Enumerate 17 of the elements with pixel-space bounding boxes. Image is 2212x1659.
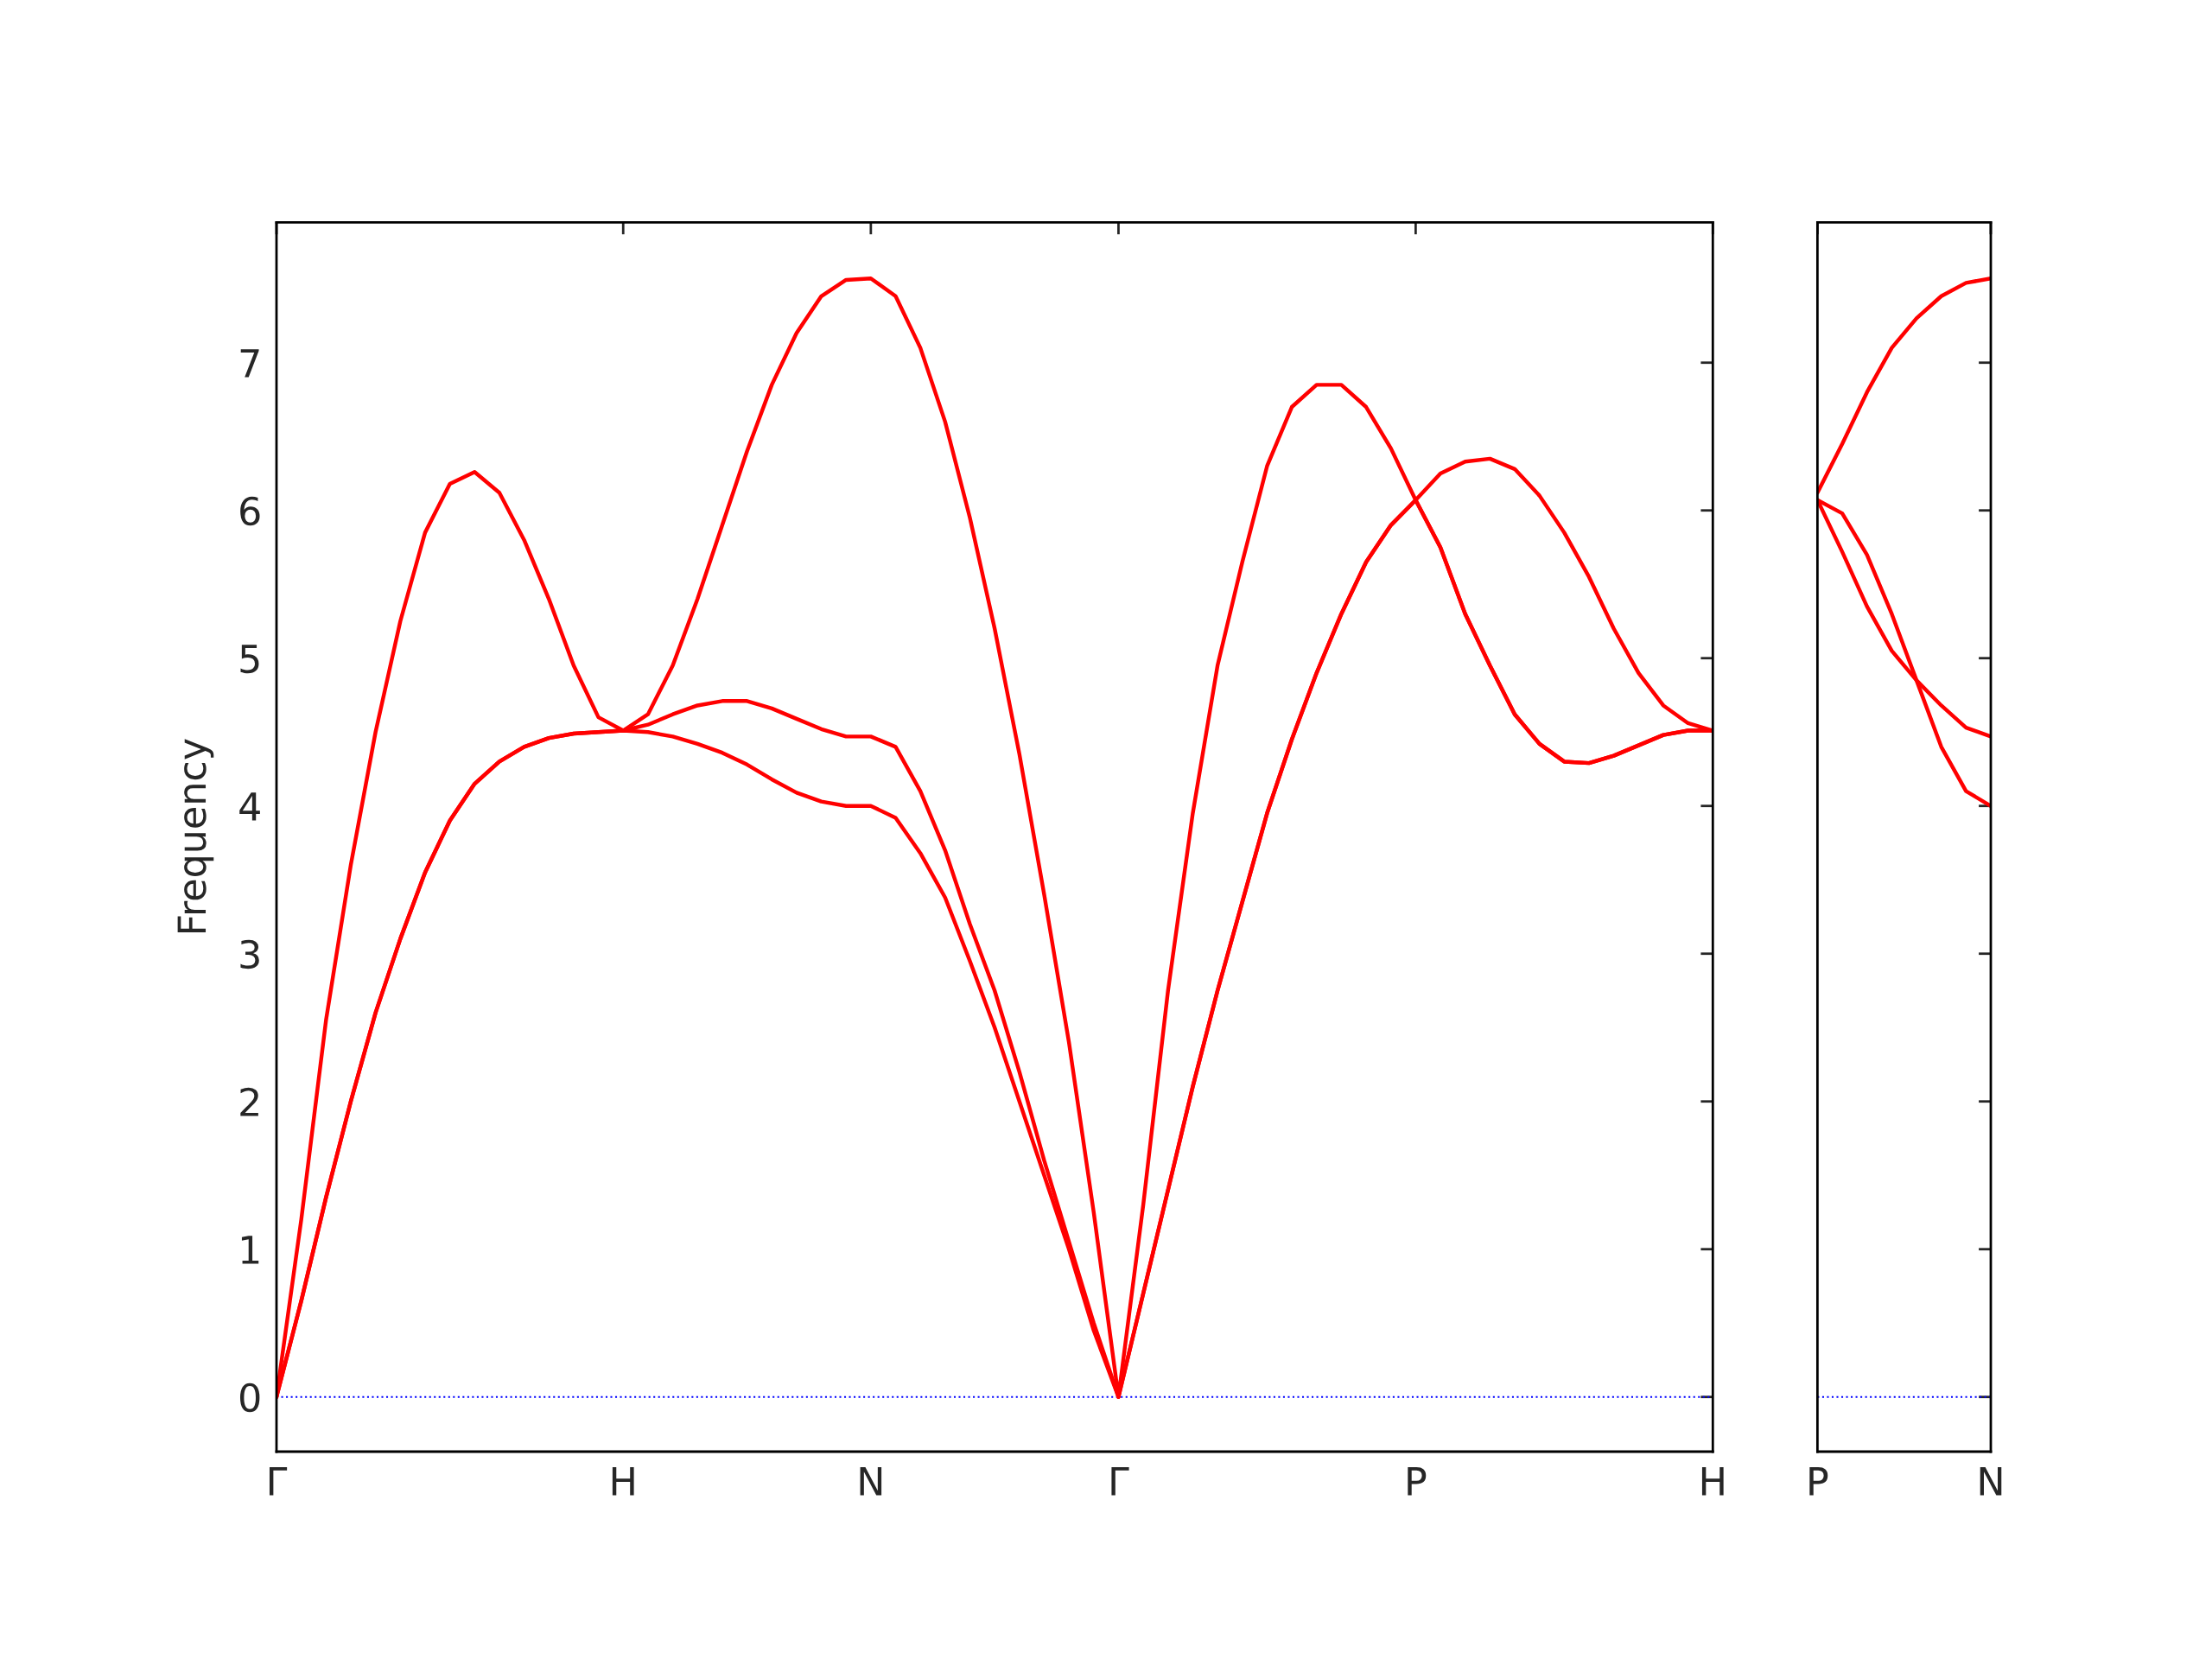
x-tick-label: P (1809, 1467, 1828, 1496)
x-tick-label: H (1701, 1467, 1724, 1496)
y-tick-label: 3 (240, 939, 259, 969)
y-tick-label: 5 (240, 645, 259, 674)
x-tick-label: Γ (1111, 1467, 1129, 1496)
x-tick-label: H (612, 1467, 634, 1496)
y-tick-label: 7 (240, 349, 259, 378)
x-tick-label: N (1980, 1467, 2002, 1496)
y-tick-label: 2 (240, 1087, 258, 1116)
x-tick-label: P (1408, 1467, 1427, 1496)
y-tick-label: 6 (240, 496, 260, 526)
y-axis-title: Frequency (177, 739, 214, 933)
x-tick-label: Γ (269, 1467, 288, 1496)
x-tick-label: N (860, 1467, 882, 1496)
y-tick-label: 1 (241, 1236, 259, 1264)
y-tick-label: 4 (239, 792, 260, 821)
y-tick-label: 0 (239, 1382, 260, 1413)
